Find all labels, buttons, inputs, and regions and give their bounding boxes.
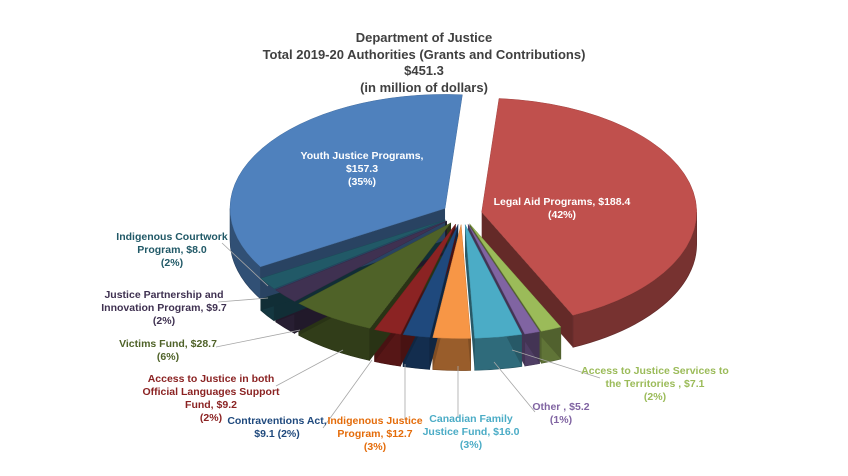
slice-victims — [298, 222, 452, 329]
slice-label-partnership: Justice Partnership and Innovation Progra… — [101, 289, 227, 327]
leader-line-access-territories — [511, 349, 601, 379]
leader-line-victims — [215, 329, 301, 348]
slice-label-youth-justice: Youth Justice Programs, $157.3 (35%) — [301, 150, 424, 188]
slice-access-territories — [469, 223, 562, 332]
chart-title-line: Department of Justice — [355, 30, 493, 45]
leader-line-courtwork — [221, 242, 269, 287]
slice-label-official-languages: Access to Justice in both Official Langua… — [142, 373, 280, 424]
chart-title-line: (in million of dollars) — [360, 79, 488, 95]
slice-canadian-family — [464, 224, 523, 339]
chart-title-line: $451.3 — [404, 63, 444, 78]
leader-line-other — [493, 361, 536, 413]
leader-line-partnership — [217, 297, 269, 303]
slice-wall-canadian-family — [465, 224, 475, 371]
leader-line-contraventions — [322, 359, 373, 429]
slice-label-other: Other , $5.2 (1%) — [532, 401, 589, 426]
slice-label-courtwork: Indigenous Courtwork Program, $8.0 (2%) — [116, 231, 228, 269]
slice-courtwork — [260, 219, 446, 290]
slice-label-victims: Victims Fund, $28.7 (6%) — [119, 338, 217, 363]
slice-label-access-territories: Access to Justice Services to the Territo… — [581, 365, 729, 403]
slice-wall-legal-aid — [481, 212, 573, 348]
slice-youth-justice — [229, 94, 463, 268]
slice-label-indigenous-justice: Indigenous Justice Program, $12.7 (3%) — [327, 415, 422, 453]
slice-official-languages — [374, 223, 456, 335]
pie-leader-lines — [215, 242, 601, 429]
slice-partnership — [275, 220, 448, 302]
chart-title: Department of Justice Total 2019-20 Auth… — [0, 30, 848, 96]
slice-contraventions — [402, 224, 459, 338]
slice-legal-aid — [481, 98, 697, 316]
leader-line-official-languages — [275, 349, 344, 387]
slice-label-contraventions: Contraventions Act, $9.1 (2%) — [227, 415, 326, 440]
slice-indigenous-justice — [432, 224, 471, 339]
slice-label-legal-aid: Legal Aid Programs, $188.4 (42%) — [494, 196, 631, 221]
slice-label-canadian-family: Canadian Family Justice Fund, $16.0 (3%) — [423, 413, 520, 451]
slice-other — [467, 223, 541, 335]
chart-title-line: Total 2019-20 Authorities (Grants and Co… — [262, 46, 586, 62]
pie-labels: Legal Aid Programs, $188.4 (42%) Access to… — [101, 150, 729, 453]
pie-tops — [229, 94, 697, 339]
